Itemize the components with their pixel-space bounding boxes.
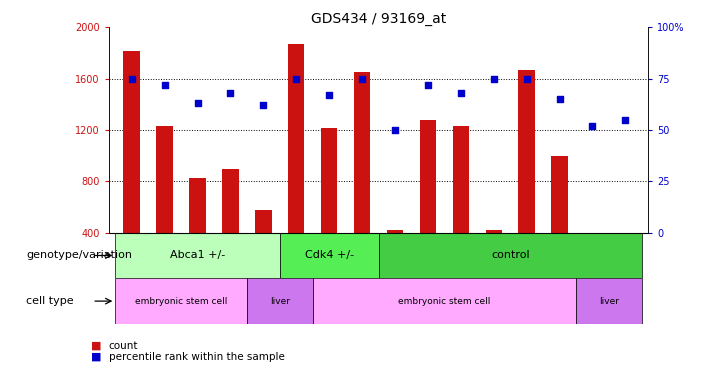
Bar — [486, 230, 502, 233]
Bar — [313, 278, 576, 324]
Point — [389, 127, 400, 133]
Point — [159, 82, 170, 88]
Text: liver: liver — [270, 296, 290, 306]
Point — [554, 96, 565, 102]
Point — [521, 76, 532, 82]
Bar — [156, 126, 173, 233]
Bar — [247, 278, 313, 324]
Text: embryonic stem cell: embryonic stem cell — [398, 296, 491, 306]
Bar — [387, 230, 403, 233]
Text: embryonic stem cell: embryonic stem cell — [135, 296, 227, 306]
Bar — [123, 51, 140, 233]
Text: liver: liver — [599, 296, 619, 306]
Bar — [189, 178, 206, 233]
Text: percentile rank within the sample: percentile rank within the sample — [109, 352, 285, 362]
Bar — [379, 233, 642, 278]
Bar — [115, 233, 280, 278]
Title: GDS434 / 93169_at: GDS434 / 93169_at — [311, 12, 446, 26]
Bar — [280, 233, 379, 278]
Point — [192, 100, 203, 106]
Point — [587, 123, 598, 129]
Point — [620, 117, 631, 123]
Bar — [551, 156, 568, 233]
Bar — [519, 70, 535, 233]
Bar — [321, 127, 337, 233]
Point — [126, 76, 137, 82]
Bar — [584, 233, 601, 235]
Bar — [576, 278, 642, 324]
Text: cell type: cell type — [27, 296, 74, 306]
Point — [291, 76, 302, 82]
Bar — [255, 210, 271, 233]
Bar — [115, 278, 247, 324]
Bar — [617, 233, 634, 234]
Point — [324, 92, 335, 98]
Text: control: control — [491, 250, 529, 261]
Point — [225, 90, 236, 96]
Point — [422, 82, 433, 88]
Bar — [453, 126, 469, 233]
Point — [488, 76, 499, 82]
Bar — [288, 44, 304, 233]
Text: ■: ■ — [91, 341, 102, 351]
Bar — [420, 120, 436, 233]
Point — [455, 90, 466, 96]
Text: Abca1 +/-: Abca1 +/- — [170, 250, 225, 261]
Point — [258, 102, 269, 108]
Text: ■: ■ — [91, 352, 102, 362]
Bar — [222, 169, 238, 233]
Text: count: count — [109, 341, 138, 351]
Text: genotype/variation: genotype/variation — [27, 250, 132, 261]
Text: Cdk4 +/-: Cdk4 +/- — [305, 250, 354, 261]
Point — [357, 76, 368, 82]
Bar — [354, 72, 370, 233]
